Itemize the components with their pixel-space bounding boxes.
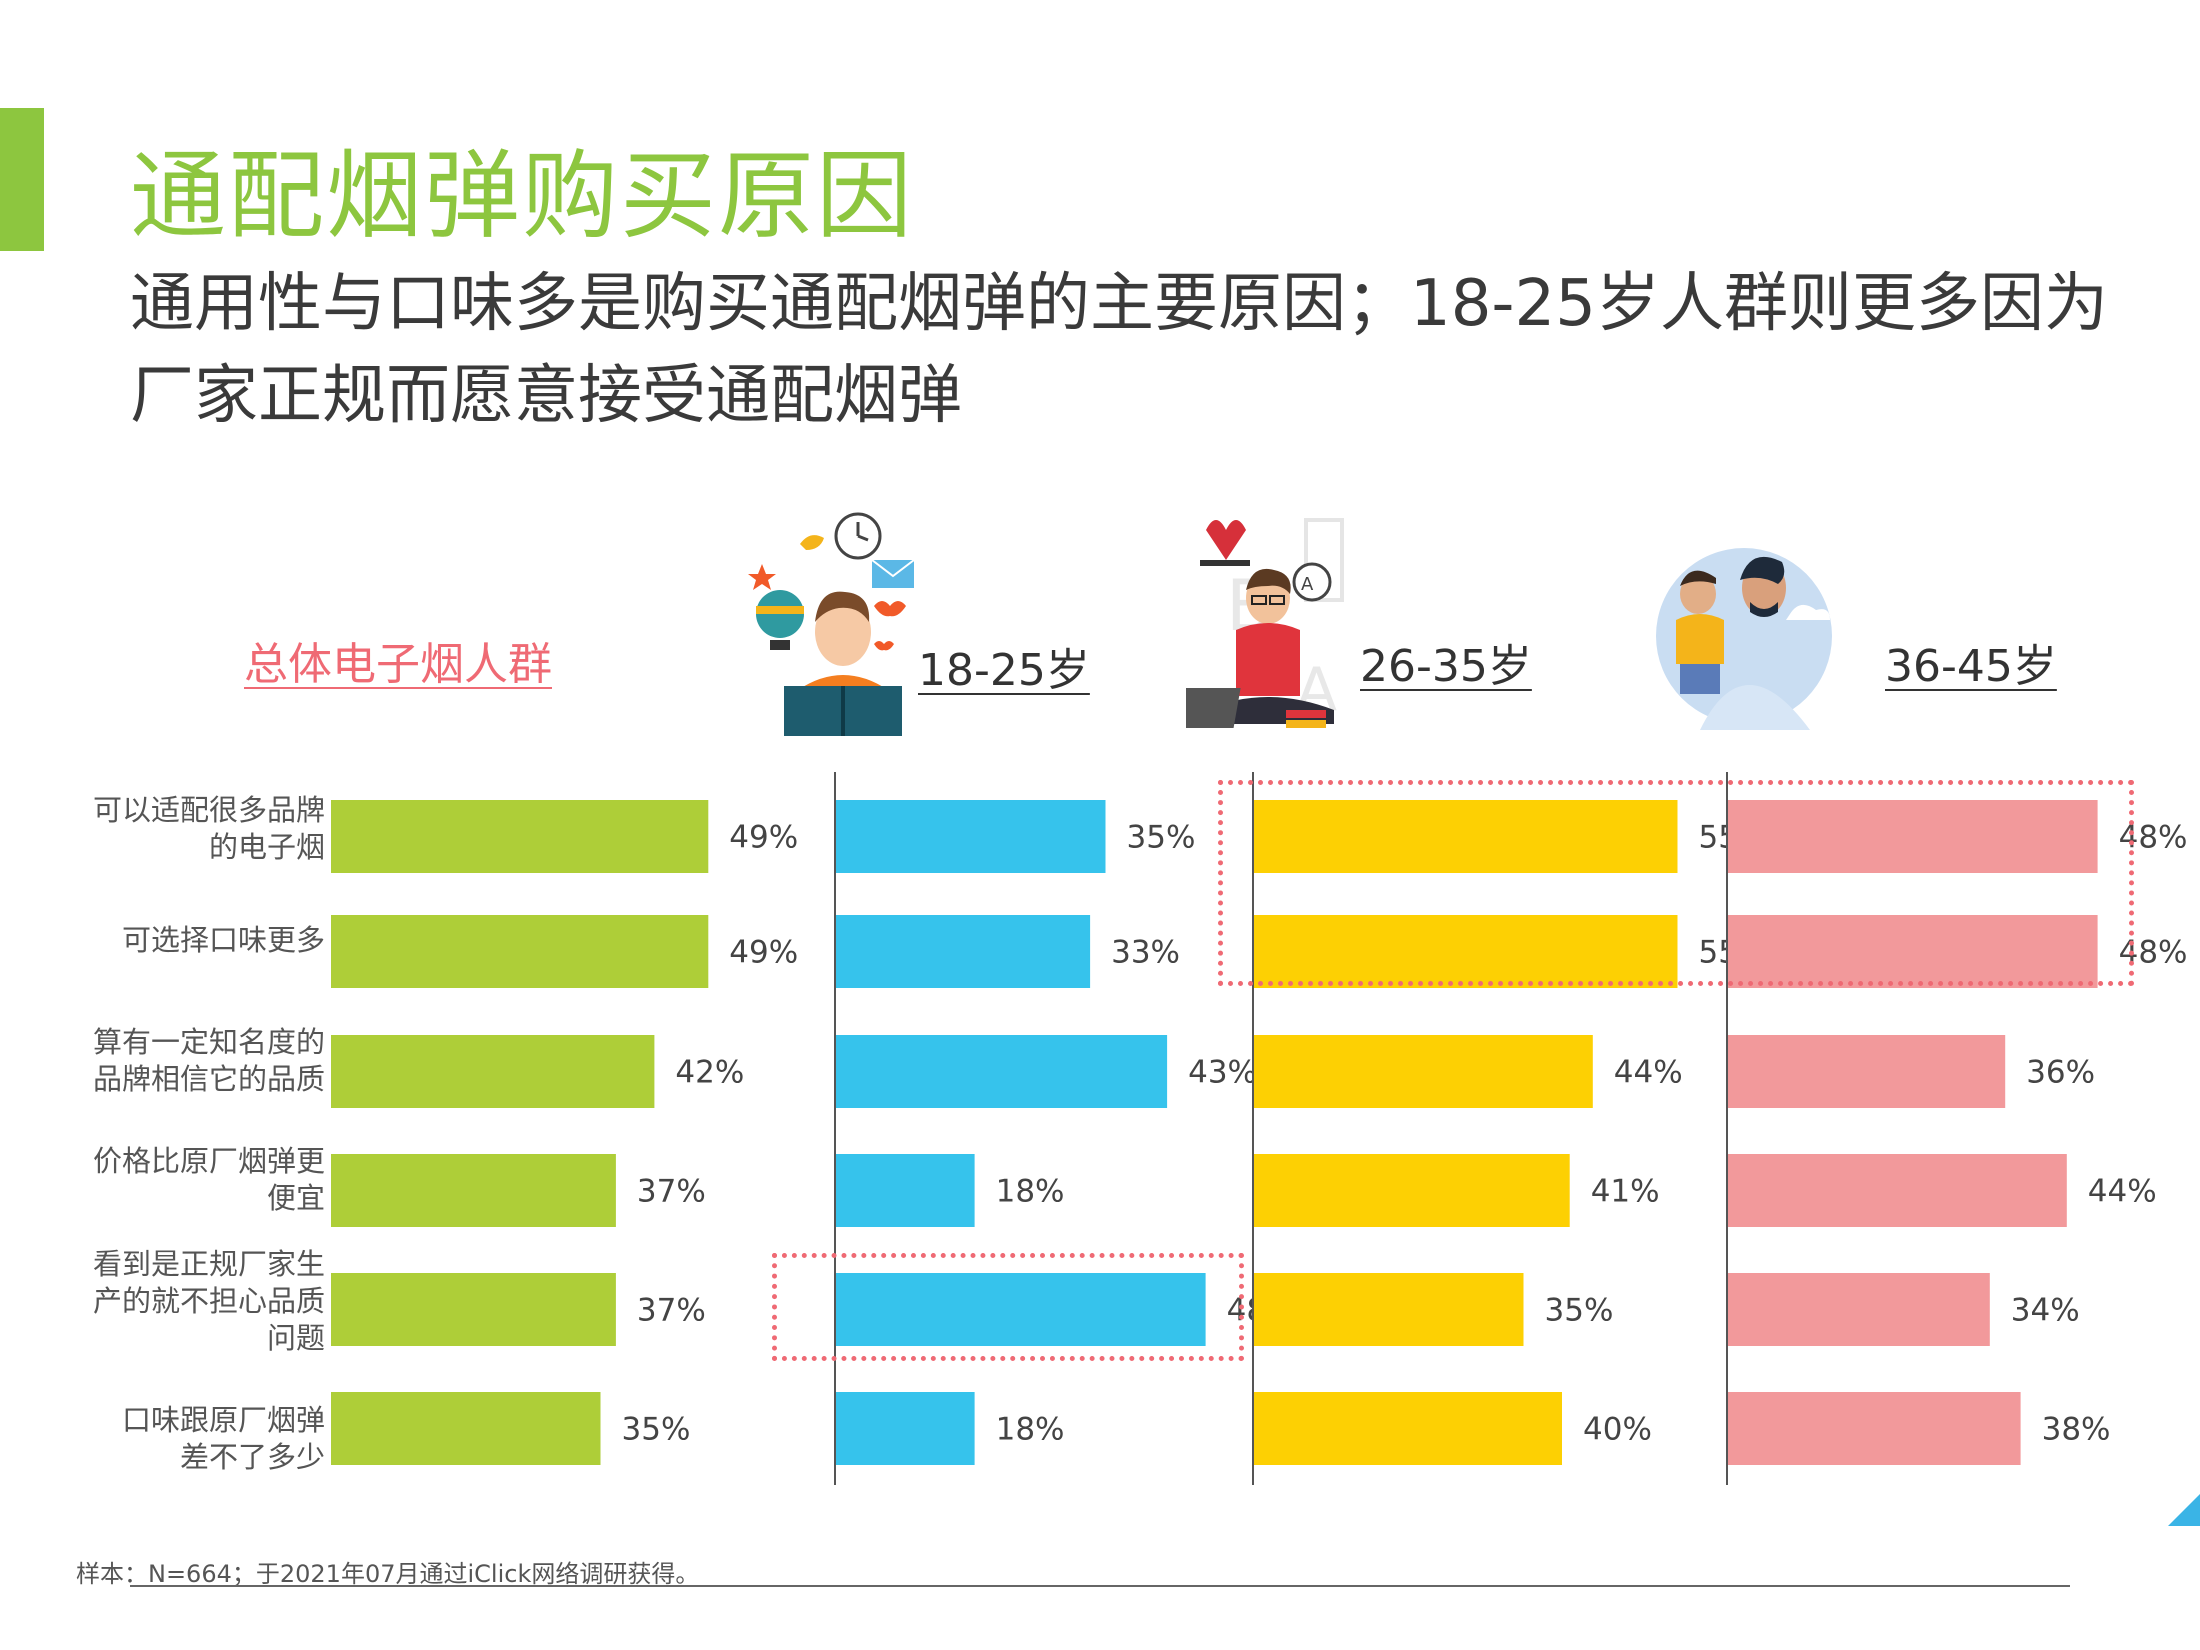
bar-s2-c2 bbox=[1254, 1035, 1593, 1108]
category-label-4: 看到是正规厂家生 产的就不担心品质 问题 bbox=[92, 1247, 325, 1355]
bar-s1-c0 bbox=[836, 800, 1106, 873]
bar-s0-c4 bbox=[331, 1273, 616, 1346]
data-label-s2-c4: 35% bbox=[1545, 1293, 1614, 1329]
parent-child-illustration bbox=[1656, 548, 1832, 730]
group-header-36-45: 36-45岁 bbox=[1885, 641, 2057, 692]
bar-s1-c4 bbox=[836, 1273, 1206, 1346]
bar-s2-c1 bbox=[1254, 915, 1678, 988]
highlight-box-18-25 bbox=[772, 1253, 1244, 1361]
data-label-s0-c5: 35% bbox=[622, 1412, 691, 1448]
data-label-s0-c3: 37% bbox=[637, 1174, 706, 1210]
bar-s3-c0 bbox=[1728, 800, 2098, 873]
category-label-3: 价格比原厂烟弹更 便宜 bbox=[92, 1144, 325, 1215]
category-label-5: 口味跟原厂烟弹 差不了多少 bbox=[121, 1403, 325, 1474]
data-label-s0-c4: 37% bbox=[637, 1293, 706, 1329]
bar-s2-c3 bbox=[1254, 1154, 1570, 1227]
bar-s0-c0 bbox=[331, 800, 709, 873]
bar-s2-c4 bbox=[1254, 1273, 1524, 1346]
page-title: 通配烟弹购买原因 bbox=[130, 140, 914, 252]
bar-s2-c0 bbox=[1254, 800, 1678, 873]
data-label-s2-c3: 41% bbox=[1591, 1174, 1660, 1210]
bar-s3-c4 bbox=[1728, 1273, 1990, 1346]
svg-text:A: A bbox=[1301, 574, 1314, 595]
bar-s1-c1 bbox=[836, 915, 1091, 988]
bar-s0-c2 bbox=[331, 1035, 655, 1108]
student-reading-illustration bbox=[748, 512, 915, 736]
bar-s2-c5 bbox=[1254, 1392, 1562, 1465]
bar-s3-c3 bbox=[1728, 1154, 2067, 1227]
highlight-box-26-45 bbox=[1218, 780, 2134, 986]
data-label-s3-c4: 34% bbox=[2011, 1293, 2080, 1329]
accent-bar bbox=[0, 108, 44, 251]
group-header-18-25: 18-25岁 bbox=[918, 645, 1090, 696]
category-label-1: 可选择口味更多 bbox=[121, 923, 325, 957]
category-label-2: 算有一定知名度的 品牌相信它的品质 bbox=[92, 1025, 325, 1096]
data-label-s1-c1: 33% bbox=[1111, 935, 1180, 971]
data-label-s1-c5: 18% bbox=[996, 1412, 1065, 1448]
bar-s1-c2 bbox=[836, 1035, 1168, 1108]
corner-triangle bbox=[2168, 1494, 2200, 1526]
data-label-s2-c5: 40% bbox=[1583, 1412, 1652, 1448]
bar-s3-c2 bbox=[1728, 1035, 2006, 1108]
category-label-0: 可以适配很多品牌 的电子烟 bbox=[92, 793, 325, 864]
bar-s1-c5 bbox=[836, 1392, 975, 1465]
bar-s0-c5 bbox=[331, 1392, 601, 1465]
bar-s3-c1 bbox=[1728, 915, 2098, 988]
bar-s0-c1 bbox=[331, 915, 709, 988]
data-label-s3-c2: 36% bbox=[2026, 1055, 2095, 1091]
data-label-s1-c2: 43% bbox=[1188, 1055, 1257, 1091]
data-label-s2-c2: 44% bbox=[1614, 1055, 1683, 1091]
data-label-s0-c1: 49% bbox=[729, 935, 798, 971]
footer-divider bbox=[130, 1585, 2070, 1587]
group-header-overall: 总体电子烟人群 bbox=[244, 639, 552, 690]
data-label-s0-c2: 42% bbox=[675, 1055, 744, 1091]
bar-s1-c3 bbox=[836, 1154, 975, 1227]
bar-s3-c5 bbox=[1728, 1392, 2021, 1465]
footnote: 样本：N=664；于2021年07月通过iClick网络调研获得。 bbox=[76, 1560, 700, 1588]
group-header-26-35: 26-35岁 bbox=[1360, 641, 1532, 692]
data-label-s1-c0: 35% bbox=[1127, 820, 1196, 856]
data-label-s1-c3: 18% bbox=[996, 1174, 1065, 1210]
data-label-s0-c0: 49% bbox=[729, 820, 798, 856]
data-label-s3-c3: 44% bbox=[2088, 1174, 2157, 1210]
person-laptop-illustration: B A A bbox=[1186, 518, 1344, 728]
data-label-s3-c5: 38% bbox=[2042, 1412, 2111, 1448]
bar-s0-c3 bbox=[331, 1154, 616, 1227]
page-subtitle: 通用性与口味多是购买通配烟弹的主要原因；18-25岁人群则更多因为厂家正规而愿意… bbox=[130, 267, 2108, 433]
